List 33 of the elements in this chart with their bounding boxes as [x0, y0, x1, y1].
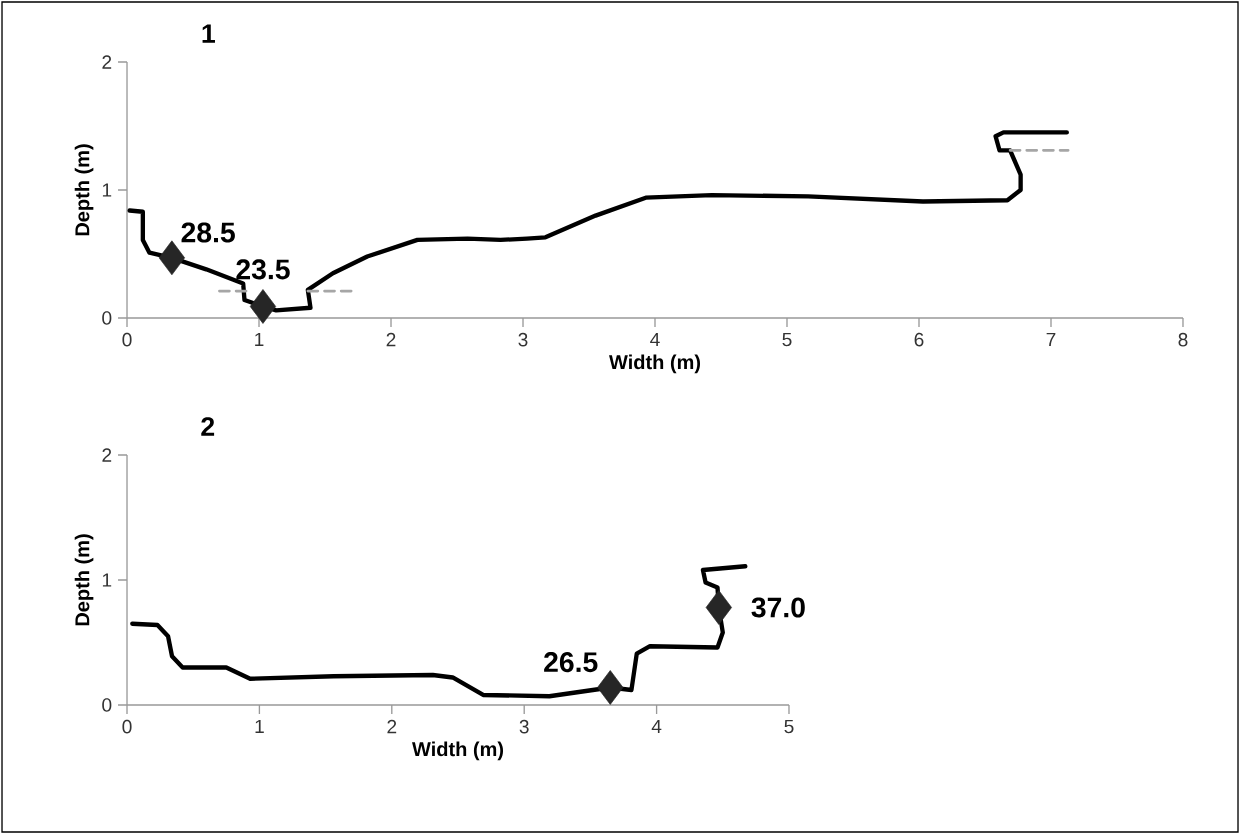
y-tick-label: 1	[102, 573, 112, 587]
x-axis-title: Width (m)	[412, 741, 504, 761]
x-tick-label: 1	[255, 719, 264, 734]
line-series	[127, 130, 1070, 313]
x-tick-label: 1	[255, 332, 264, 347]
x-tick-label: 0	[122, 332, 132, 347]
x-tick-label: 6	[914, 332, 924, 347]
x-tick-label: 2	[387, 719, 397, 734]
x-tick-label: 3	[518, 332, 528, 347]
x-tick-label: 7	[1046, 332, 1056, 347]
x-tick-label: 8	[1178, 332, 1188, 347]
x-tick-label: 5	[782, 332, 792, 347]
y-tick-label: 0	[102, 698, 112, 712]
annotation: 28.5	[181, 222, 235, 243]
x-tick-label: 2	[386, 332, 396, 347]
chart-title: 2	[201, 417, 215, 436]
x-tick-label: 5	[784, 719, 794, 734]
annotation: 23.5	[236, 259, 290, 280]
annotation: 37.0	[751, 597, 805, 618]
annotation: 26.5	[544, 652, 598, 673]
x-axis-title: Width (m)	[609, 354, 701, 374]
y-tick-label: 2	[102, 55, 112, 69]
y-tick-label: 0	[102, 311, 112, 325]
x-tick-label: 4	[650, 332, 660, 347]
y-tick-label: 1	[102, 183, 112, 197]
x-tick-label: 0	[122, 719, 132, 734]
line-series	[130, 564, 748, 699]
y-axis-title: Depth (m)	[74, 534, 94, 626]
chart-title: 1	[202, 24, 215, 43]
x-tick-label: 4	[651, 719, 662, 734]
x-tick-label: 3	[519, 719, 529, 734]
y-axis-title: Depth (m)	[74, 144, 94, 236]
y-tick-label: 2	[102, 448, 112, 462]
